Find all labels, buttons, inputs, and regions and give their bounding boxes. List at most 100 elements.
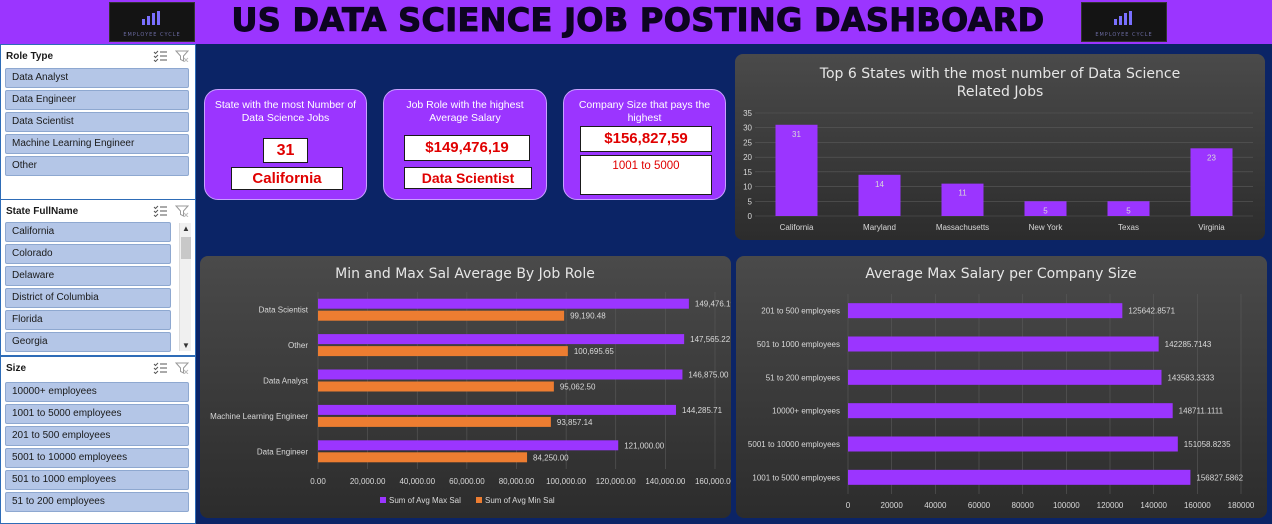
data-label: 99,190.48 bbox=[570, 312, 606, 321]
scroll-thumb[interactable] bbox=[181, 237, 191, 259]
legend-label: Sum of Avg Min Sal bbox=[485, 496, 555, 505]
bar bbox=[848, 469, 1191, 485]
y-tick-label: 0 bbox=[748, 212, 753, 221]
slicer-title: State FullName bbox=[6, 206, 79, 217]
x-tick-label: 60,000.00 bbox=[449, 477, 485, 486]
bar bbox=[1107, 201, 1150, 216]
slicer-item[interactable]: Delaware bbox=[5, 266, 171, 286]
y-tick-label: 501 to 1000 employees bbox=[757, 340, 840, 349]
y-tick-label: 5 bbox=[748, 197, 753, 206]
bar-min bbox=[318, 310, 565, 321]
legend-label: Sum of Avg Max Sal bbox=[389, 496, 461, 505]
bar bbox=[848, 436, 1178, 452]
company-size-chart: Average Max Salary per Company Size 0 2000… bbox=[748, 266, 1255, 510]
x-tick-label: 160000 bbox=[1184, 501, 1211, 510]
data-label: 84,250.00 bbox=[533, 453, 569, 462]
data-label: 146,875.00 bbox=[688, 371, 729, 380]
x-tick-label: 120000 bbox=[1097, 501, 1124, 510]
slicer-item[interactable]: Machine Learning Engineer bbox=[5, 134, 189, 154]
chart-title: Top 6 States with the most number of Dat… bbox=[819, 66, 1180, 82]
x-tick-label: 100,000.00 bbox=[546, 477, 587, 486]
x-tick-label: 0 bbox=[846, 501, 851, 510]
slicer-role-type: Role Type Data Analyst Data Engineer Dat… bbox=[0, 44, 196, 200]
x-tick-label: Texas bbox=[1118, 223, 1139, 232]
slicer-item[interactable]: 501 to 1000 employees bbox=[5, 470, 189, 490]
slicer-item[interactable]: 1001 to 5000 employees bbox=[5, 404, 189, 424]
multi-select-icon[interactable] bbox=[153, 205, 167, 217]
scrollbar[interactable]: ▲ ▼ bbox=[179, 223, 191, 351]
kpi-card-role: Job Role with the highest Average Salary… bbox=[383, 89, 547, 200]
x-tick-label: Massachusetts bbox=[936, 223, 989, 232]
data-label: 5 bbox=[1126, 206, 1131, 215]
logo: EMPLOYEE CYCLE bbox=[109, 2, 195, 42]
min-max-role-chart: Min and Max Sal Average By Job Role 0.00 2… bbox=[210, 266, 731, 505]
multi-select-icon[interactable] bbox=[153, 362, 167, 374]
bar bbox=[848, 369, 1162, 385]
data-label: 156827.5862 bbox=[1196, 473, 1243, 482]
y-tick-label: Data Analyst bbox=[263, 377, 309, 386]
data-label: 148711.1111 bbox=[1179, 407, 1224, 416]
x-tick-label: 100000 bbox=[1053, 501, 1080, 510]
kpi-value: 31 bbox=[263, 138, 308, 163]
slicer-item[interactable]: 5001 to 10000 employees bbox=[5, 448, 189, 468]
x-tick-label: New York bbox=[1029, 223, 1064, 232]
slicer-item[interactable]: District of Columbia bbox=[5, 288, 171, 308]
x-tick-label: 40000 bbox=[924, 501, 947, 510]
y-tick-label: Machine Learning Engineer bbox=[210, 412, 308, 421]
y-tick-label: Data Engineer bbox=[257, 447, 308, 456]
kpi-value: $149,476,19 bbox=[404, 135, 530, 161]
kpi-label: State with the most Number of Data Scien… bbox=[214, 99, 357, 124]
slicer-item[interactable]: Data Scientist bbox=[5, 112, 189, 132]
y-tick-label: 10 bbox=[743, 183, 752, 192]
data-label: 125642.8571 bbox=[1128, 307, 1175, 316]
slicer-item[interactable]: Colorado bbox=[5, 244, 171, 264]
logo-text: EMPLOYEE CYCLE bbox=[123, 32, 181, 38]
scroll-up-arrow-icon[interactable]: ▲ bbox=[182, 224, 190, 233]
data-label: 149,476.19 bbox=[695, 300, 731, 309]
x-tick-label: 20,000.00 bbox=[350, 477, 386, 486]
data-label: 147,565.22 bbox=[690, 335, 731, 344]
slicer-item[interactable]: 10000+ employees bbox=[5, 382, 189, 402]
slicer-item[interactable]: Data Analyst bbox=[5, 68, 189, 88]
data-label: 143583.3333 bbox=[1167, 373, 1214, 382]
slicer-item[interactable]: Florida bbox=[5, 310, 171, 330]
bar-max bbox=[318, 334, 685, 345]
page-title: US DATA SCIENCE JOB POSTING DASHBOARD bbox=[231, 1, 1045, 40]
bar-min bbox=[318, 416, 551, 427]
x-tick-label: 80000 bbox=[1012, 501, 1035, 510]
x-tick-label: 180000 bbox=[1228, 501, 1255, 510]
legend-swatch bbox=[476, 497, 482, 503]
y-tick-label: 35 bbox=[743, 109, 752, 118]
bar-max bbox=[318, 298, 689, 309]
bar-max bbox=[318, 440, 619, 451]
bar-min bbox=[318, 452, 528, 463]
kpi-card-company: Company Size that pays the highest $156,… bbox=[563, 89, 726, 200]
clear-filter-icon[interactable] bbox=[175, 205, 189, 217]
slicer-size: Size 10000+ employees 1001 to 5000 emplo… bbox=[0, 356, 196, 524]
data-label: 93,857.14 bbox=[557, 418, 593, 427]
multi-select-icon[interactable] bbox=[153, 50, 167, 62]
x-tick-label: 120,000.00 bbox=[596, 477, 637, 486]
slicer-item[interactable]: 51 to 200 employees bbox=[5, 492, 189, 512]
bar bbox=[858, 174, 901, 216]
slicer-item[interactable]: Other bbox=[5, 156, 189, 176]
y-tick-label: 15 bbox=[743, 168, 752, 177]
clear-filter-icon[interactable] bbox=[175, 362, 189, 374]
slicer-item[interactable]: Data Engineer bbox=[5, 90, 189, 110]
slicer-item[interactable]: 201 to 500 employees bbox=[5, 426, 189, 446]
bar-chart-icon bbox=[142, 11, 160, 25]
x-tick-label: Virginia bbox=[1198, 223, 1225, 232]
bar bbox=[848, 303, 1123, 319]
slicer-item[interactable]: Georgia bbox=[5, 332, 171, 352]
x-tick-label: 80,000.00 bbox=[499, 477, 535, 486]
data-label: 151058.8235 bbox=[1184, 440, 1231, 449]
bar-chart-icon bbox=[1114, 11, 1132, 25]
scroll-down-arrow-icon[interactable]: ▼ bbox=[182, 341, 190, 350]
top-states-chart: Top 6 States with the most number of Dat… bbox=[743, 66, 1253, 232]
bar-max bbox=[318, 369, 683, 380]
bar-max bbox=[318, 404, 677, 415]
clear-filter-icon[interactable] bbox=[175, 50, 189, 62]
slicer-item[interactable]: California bbox=[5, 222, 171, 242]
x-tick-label: 140,000.00 bbox=[645, 477, 686, 486]
logo: EMPLOYEE CYCLE bbox=[1081, 2, 1167, 42]
